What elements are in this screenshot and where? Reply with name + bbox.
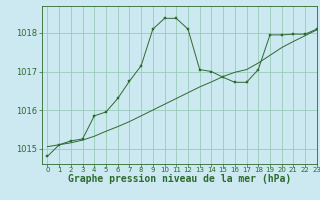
X-axis label: Graphe pression niveau de la mer (hPa): Graphe pression niveau de la mer (hPa) — [68, 174, 291, 184]
